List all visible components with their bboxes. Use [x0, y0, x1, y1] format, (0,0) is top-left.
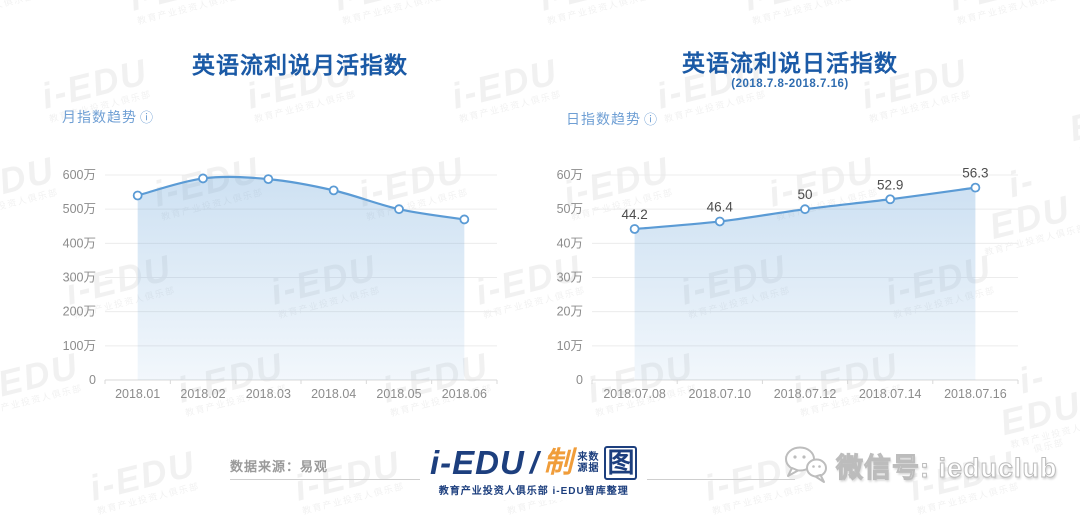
trend-label-text: 日指数趋势 [566, 111, 641, 127]
svg-text:2018.02: 2018.02 [180, 387, 225, 401]
svg-text:500万: 500万 [63, 202, 96, 216]
iedu-logo-row: i-EDU / 制 来数 源据 图 [430, 444, 638, 481]
logo-small-stack: 来数 源据 [577, 452, 599, 474]
info-icon: ⓘ [644, 112, 659, 127]
svg-text:46.4: 46.4 [707, 199, 734, 214]
monthly-trend-label: 月指数趋势 ⓘ [62, 107, 154, 127]
svg-text:2018.07.08: 2018.07.08 [603, 387, 666, 401]
logo-tagline: 教育产业投资人俱乐部 i-EDU智库整理 [438, 486, 629, 497]
wechat-id-text: 微信号: ieduclub [836, 452, 1058, 483]
info-icon: ⓘ [140, 110, 155, 125]
trend-label-text: 月指数趋势 [62, 109, 137, 125]
svg-text:200万: 200万 [63, 305, 96, 319]
svg-text:56.3: 56.3 [962, 166, 988, 181]
svg-text:300万: 300万 [63, 271, 96, 285]
iedu-brand-text: i-EDU [430, 444, 525, 481]
svg-text:2018.06: 2018.06 [442, 387, 487, 401]
daily-chart-subtitle: (2018.7.8-2018.7.16) [731, 78, 849, 90]
svg-text:100万: 100万 [63, 339, 96, 353]
daily-active-line-chart: 0 10万 20万 30万 40万 50万 60万 2018.07.08 2018.07.10 2… [557, 166, 1019, 401]
wechat-icon [785, 446, 827, 483]
svg-text:2018.07.14: 2018.07.14 [859, 387, 922, 401]
svg-text:44.2: 44.2 [621, 207, 647, 222]
svg-text:52.9: 52.9 [877, 177, 903, 192]
daily-chart-title: 英语流利说日活指数 [682, 50, 898, 76]
svg-text:2018.01: 2018.01 [115, 387, 160, 401]
svg-text:30万: 30万 [557, 271, 583, 285]
svg-text:2018.04: 2018.04 [311, 387, 356, 401]
svg-text:600万: 600万 [63, 168, 96, 182]
svg-text:0: 0 [89, 373, 96, 387]
logo-small-top: 来数 [577, 452, 600, 463]
svg-text:400万: 400万 [63, 236, 96, 250]
svg-text:20万: 20万 [557, 305, 583, 319]
logo-boxed-char: 图 [604, 446, 638, 480]
svg-text:60万: 60万 [557, 168, 583, 182]
svg-text:2018.07.10: 2018.07.10 [689, 387, 752, 401]
svg-text:2018.07.16: 2018.07.16 [944, 387, 1007, 401]
svg-text:10万: 10万 [557, 339, 583, 353]
logo-slash: / [529, 445, 539, 480]
svg-text:0: 0 [576, 373, 583, 387]
logo-stamp-char: 制 [543, 447, 573, 479]
svg-text:2018.05: 2018.05 [376, 387, 421, 401]
logo-small-bottom: 源据 [577, 463, 600, 474]
wechat-badge: 微信号: ieduclub [782, 444, 1058, 486]
monthly-active-line-chart: 0 100万 200万 300万 400万 500万 600万 2018.01 2018.02 2… [63, 168, 498, 401]
daily-trend-label: 日指数趋势 ⓘ [566, 109, 658, 129]
data-source-label: 数据来源：易观 [230, 459, 329, 474]
svg-text:2018.03: 2018.03 [246, 387, 291, 401]
svg-text:50万: 50万 [557, 202, 583, 216]
svg-text:2018.07.12: 2018.07.12 [774, 387, 837, 401]
monthly-chart-title: 英语流利说月活指数 [192, 52, 408, 78]
svg-text:50: 50 [797, 187, 812, 202]
svg-text:40万: 40万 [557, 236, 583, 250]
iedu-logo: i-EDU / 制 来数 源据 图 教育产业投资人俱乐部 i-EDU智库整理 [420, 444, 648, 500]
